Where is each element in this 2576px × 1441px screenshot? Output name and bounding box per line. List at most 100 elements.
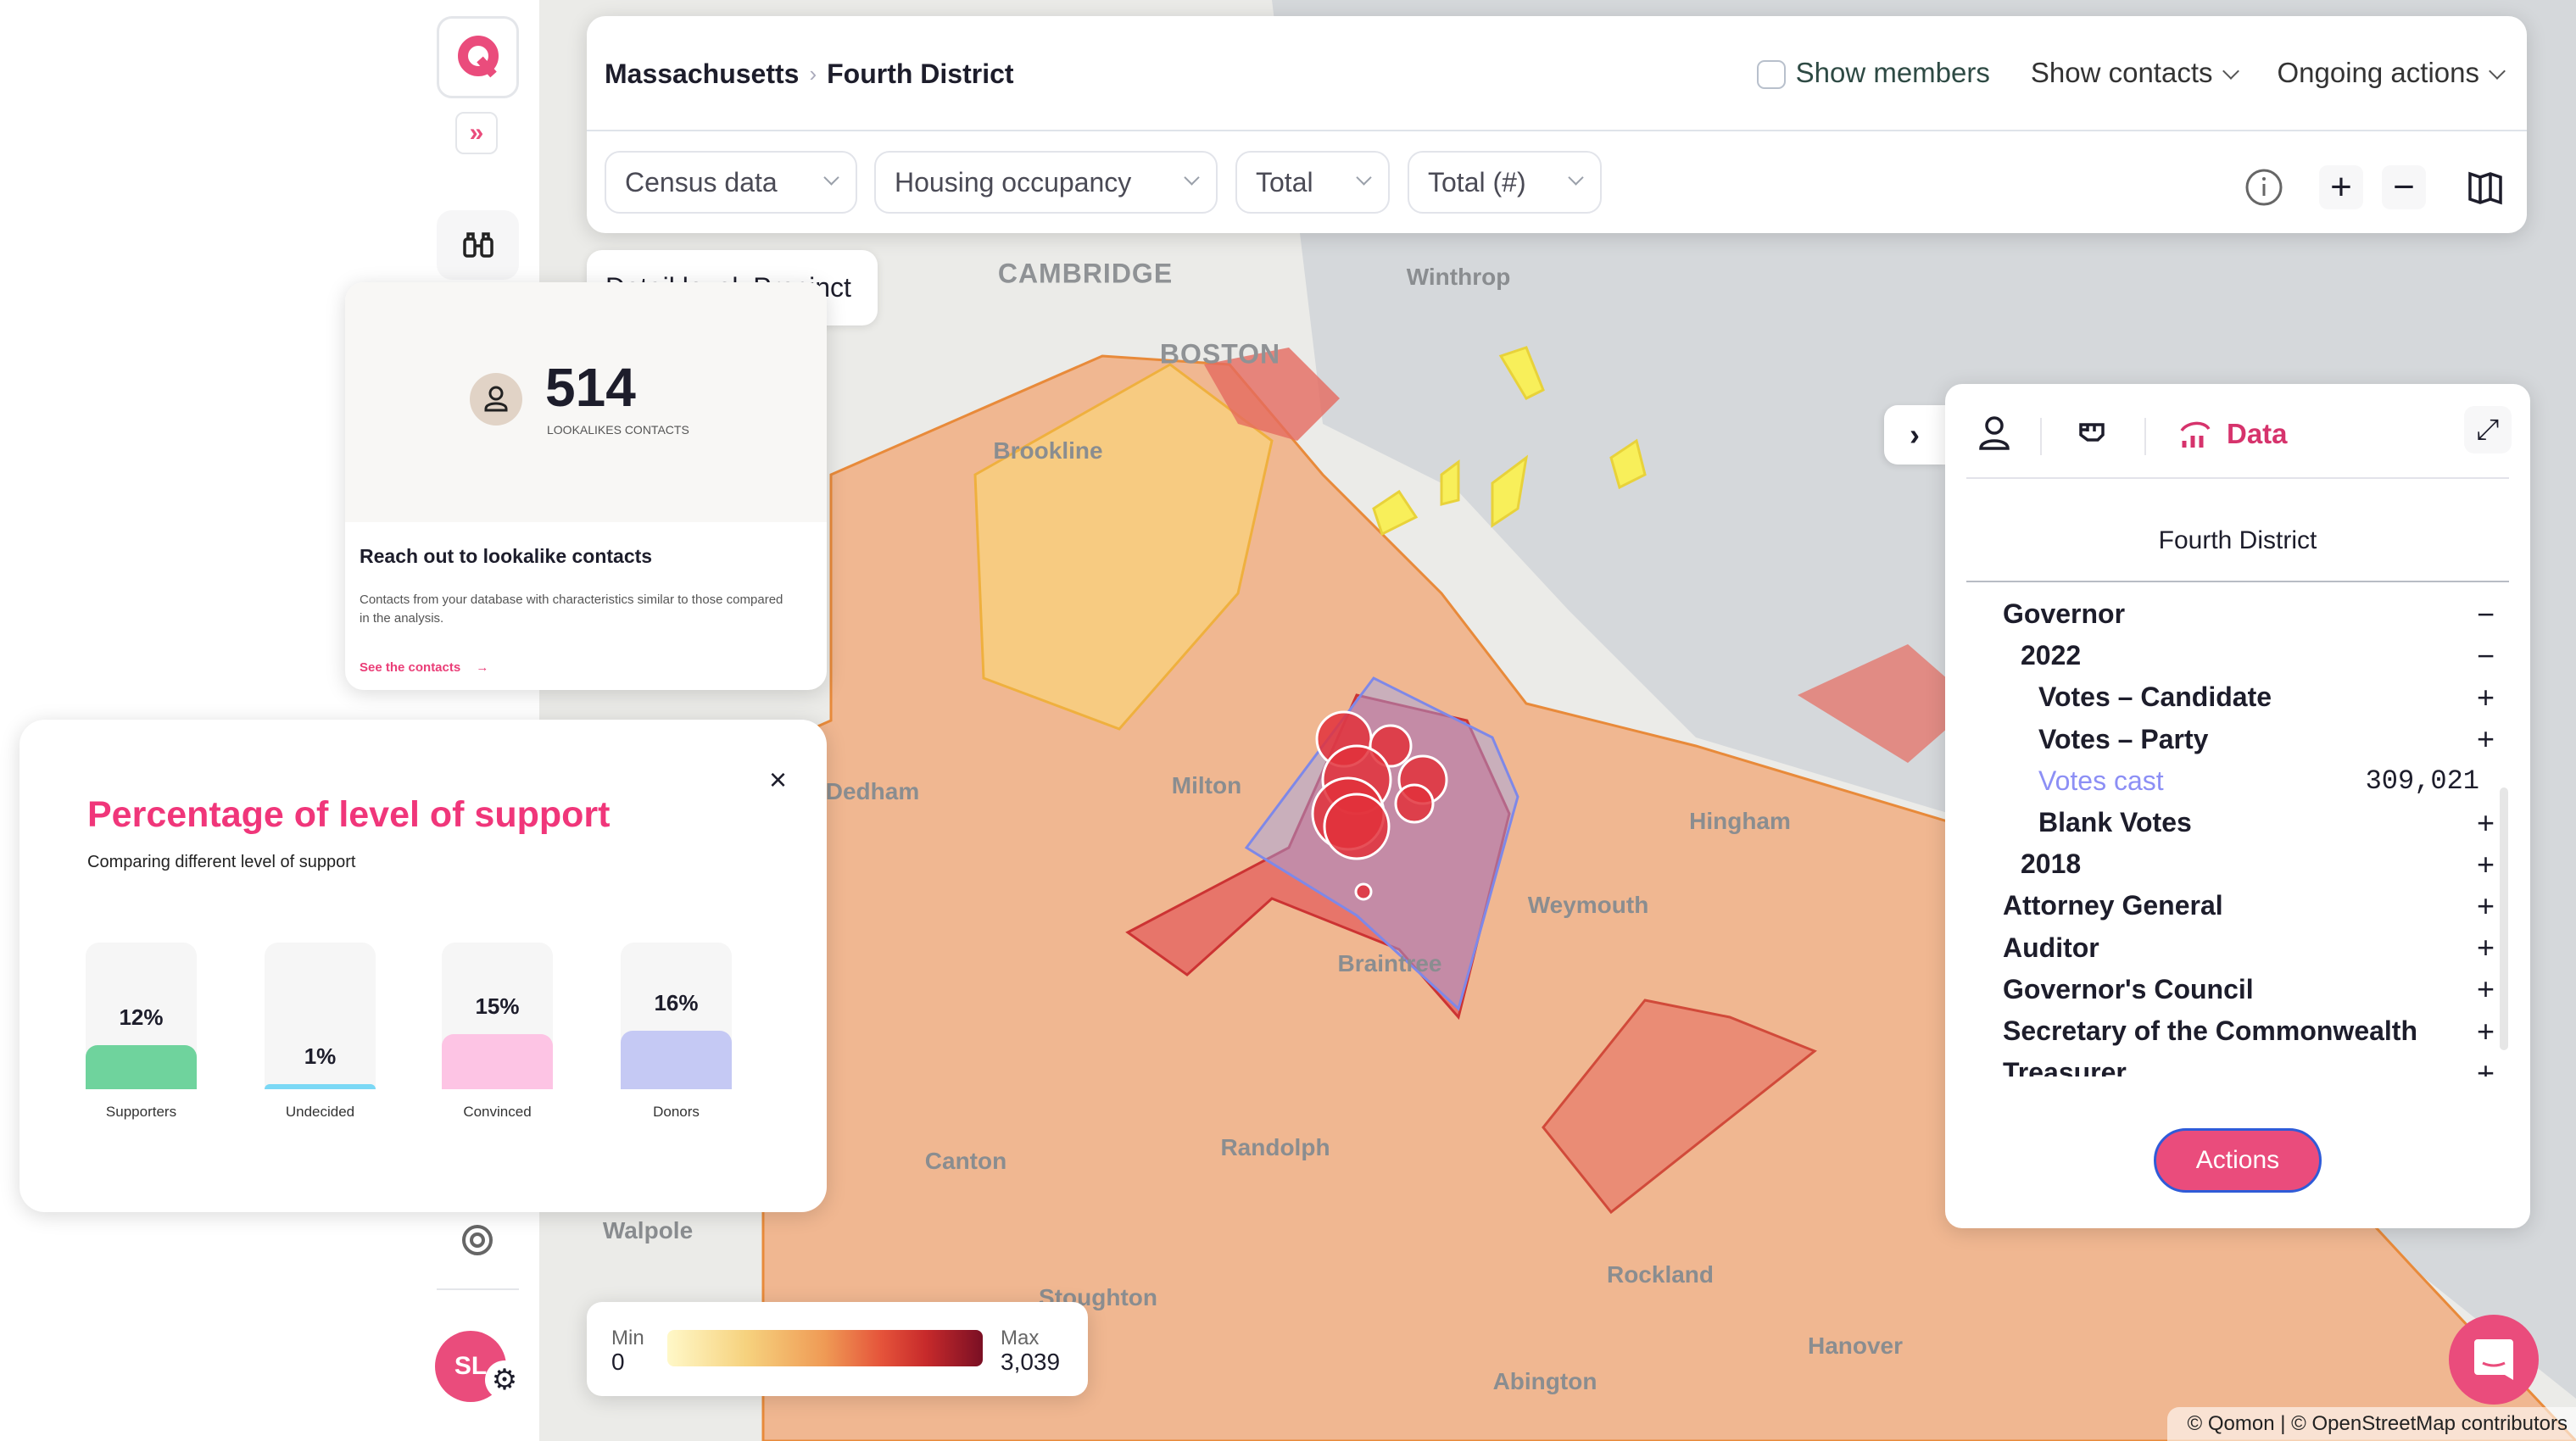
expand-sidebar-button[interactable]: » [455, 112, 498, 154]
settings-button[interactable]: ⚙ [485, 1360, 524, 1399]
expand-icon[interactable]: + [2477, 679, 2495, 715]
bar-undecided [265, 1084, 376, 1089]
legend-gradient [667, 1330, 983, 1366]
chevron-down-icon [1356, 169, 1372, 186]
chat-button[interactable] [2449, 1315, 2539, 1405]
tree-row[interactable]: Votes – Candidate + [1945, 676, 2530, 718]
tree-row[interactable]: Attorney General + [1945, 885, 2530, 926]
category-dropdown[interactable]: Housing occupancy [874, 151, 1218, 214]
tree-row-label: Auditor [2003, 932, 2099, 963]
expand-icon[interactable]: + [2477, 1054, 2495, 1077]
bar-value-label: 15% [475, 993, 520, 1020]
tree-row-label: Blank Votes [2038, 807, 2192, 837]
ongoing-actions-dropdown[interactable]: Ongoing actions [2277, 57, 2506, 89]
breadcrumb-separator-icon: › [809, 61, 817, 86]
expand-icon[interactable]: + [2477, 971, 2495, 1007]
actions-label: Actions [2195, 1146, 2280, 1174]
chevron-down-icon [823, 169, 839, 186]
sidebar-item-explore[interactable] [437, 210, 519, 280]
islands [1372, 346, 1647, 537]
divider [1966, 477, 2509, 479]
map-label: Hingham [1689, 808, 1791, 834]
unit-dropdown[interactable]: Total (#) [1408, 151, 1602, 214]
show-contacts-label: Show contacts [2030, 57, 2213, 89]
logo[interactable] [437, 16, 519, 98]
top-bar: Massachusetts › Fourth District Show mem… [587, 16, 2527, 233]
bar-track [86, 943, 197, 1089]
tree-row-value: 309,021 [2365, 765, 2479, 797]
collapse-icon[interactable]: − [2477, 637, 2495, 673]
zoom-in-button[interactable]: + [2319, 165, 2363, 209]
tree-row[interactable]: Secretary of the Commonwealth + [1945, 1010, 2530, 1052]
info-button[interactable] [2242, 165, 2286, 209]
tree-row[interactable]: 2022 − [1945, 635, 2530, 676]
dataset-dropdown[interactable]: Census data [605, 151, 857, 214]
expand-icon[interactable]: + [2477, 804, 2495, 840]
bar-track [265, 943, 376, 1089]
tree-row-label: Votes – Candidate [2038, 682, 2272, 713]
expand-icon[interactable]: + [2477, 1013, 2495, 1049]
tree-row[interactable]: 2018 + [1945, 843, 2530, 885]
tree-row[interactable]: Governor's Council + [1945, 969, 2530, 1010]
see-contacts-label: See the contacts [360, 660, 461, 675]
breadcrumb-state[interactable]: Massachusetts [605, 58, 800, 89]
subcategory-dropdown[interactable]: Total [1235, 151, 1390, 214]
collapse-icon[interactable]: − [2477, 596, 2495, 631]
tree-row[interactable]: Votes – Party + [1945, 719, 2530, 760]
expand-icon[interactable]: + [2477, 721, 2495, 757]
lookalike-card: Reach out to lookalike contacts Contacts… [345, 282, 827, 690]
map-label: CAMBRIDGE [997, 258, 1174, 289]
tree-row-label: Governor's Council [2003, 973, 2254, 1004]
lookalike-header [345, 282, 827, 522]
close-icon[interactable]: × [769, 762, 788, 797]
legend-min-label: Min [611, 1327, 644, 1349]
help-button[interactable] [458, 1221, 497, 1260]
bar-track [442, 943, 553, 1089]
lookalike-title: Reach out to lookalike contacts [360, 545, 653, 567]
chart-icon [2180, 421, 2211, 448]
see-contacts-link[interactable]: See the contacts → [360, 660, 488, 675]
divider [1966, 581, 2509, 582]
fist-tab-icon[interactable] [2077, 418, 2108, 448]
show-members-toggle[interactable]: Show members [1756, 57, 1990, 90]
tree-scrollbar[interactable] [2500, 787, 2508, 1050]
support-title: Percentage of level of support [87, 794, 611, 835]
tree-row[interactable]: Treasurer + [1945, 1052, 2530, 1077]
show-members-checkbox[interactable] [1756, 60, 1786, 90]
tab-divider [2040, 418, 2042, 455]
show-contacts-dropdown[interactable]: Show contacts [2030, 57, 2239, 89]
map-attribution[interactable]: © Qomon | © OpenStreetMap contributors [2166, 1407, 2576, 1441]
expand-icon[interactable]: + [2477, 887, 2495, 923]
choropleth-red-north [1204, 348, 1340, 441]
tree-row[interactable]: Auditor + [1945, 927, 2530, 969]
zoom-out-button[interactable]: − [2382, 165, 2426, 209]
contact-bubbles [1311, 710, 1448, 901]
chevron-down-icon [2222, 63, 2239, 81]
double-chevron-right-icon: » [469, 119, 484, 147]
lookalike-description: Contacts from your database with charact… [360, 593, 783, 626]
tree-row[interactable]: Governor − [1945, 593, 2530, 635]
person-tab-icon[interactable] [1977, 414, 2011, 452]
map-label: Dedham [825, 778, 920, 804]
expand-icon[interactable]: + [2477, 930, 2495, 965]
bar-value-label: 12% [119, 1004, 164, 1031]
sidebar-divider [437, 1288, 519, 1290]
show-members-label: Show members [1795, 57, 1990, 88]
expand-panel-button[interactable]: ⤢ [2464, 406, 2512, 453]
bar-category-label: Convinced [463, 1104, 532, 1120]
tree-row[interactable]: Blank Votes + [1945, 802, 2530, 843]
expand-icon[interactable]: + [2477, 846, 2495, 882]
tree-row-label: Votes – Party [2038, 723, 2209, 754]
minus-icon: − [2393, 166, 2415, 208]
actions-button[interactable]: Actions [2154, 1128, 2322, 1193]
lifebuoy-icon [462, 1225, 493, 1255]
ongoing-actions-label: Ongoing actions [2277, 57, 2480, 89]
data-tab[interactable]: Data [2179, 418, 2288, 450]
map-style-button[interactable] [2463, 165, 2507, 209]
choropleth-yellow [973, 363, 1274, 731]
collapse-panel-button[interactable]: › [1884, 405, 1945, 465]
bar-category-label: Supporters [105, 1104, 177, 1120]
tree-row[interactable]: Votes cast 309,021 [1945, 760, 2530, 802]
bar-supporters [86, 1045, 197, 1089]
bar-category-label: Donors [653, 1104, 700, 1120]
